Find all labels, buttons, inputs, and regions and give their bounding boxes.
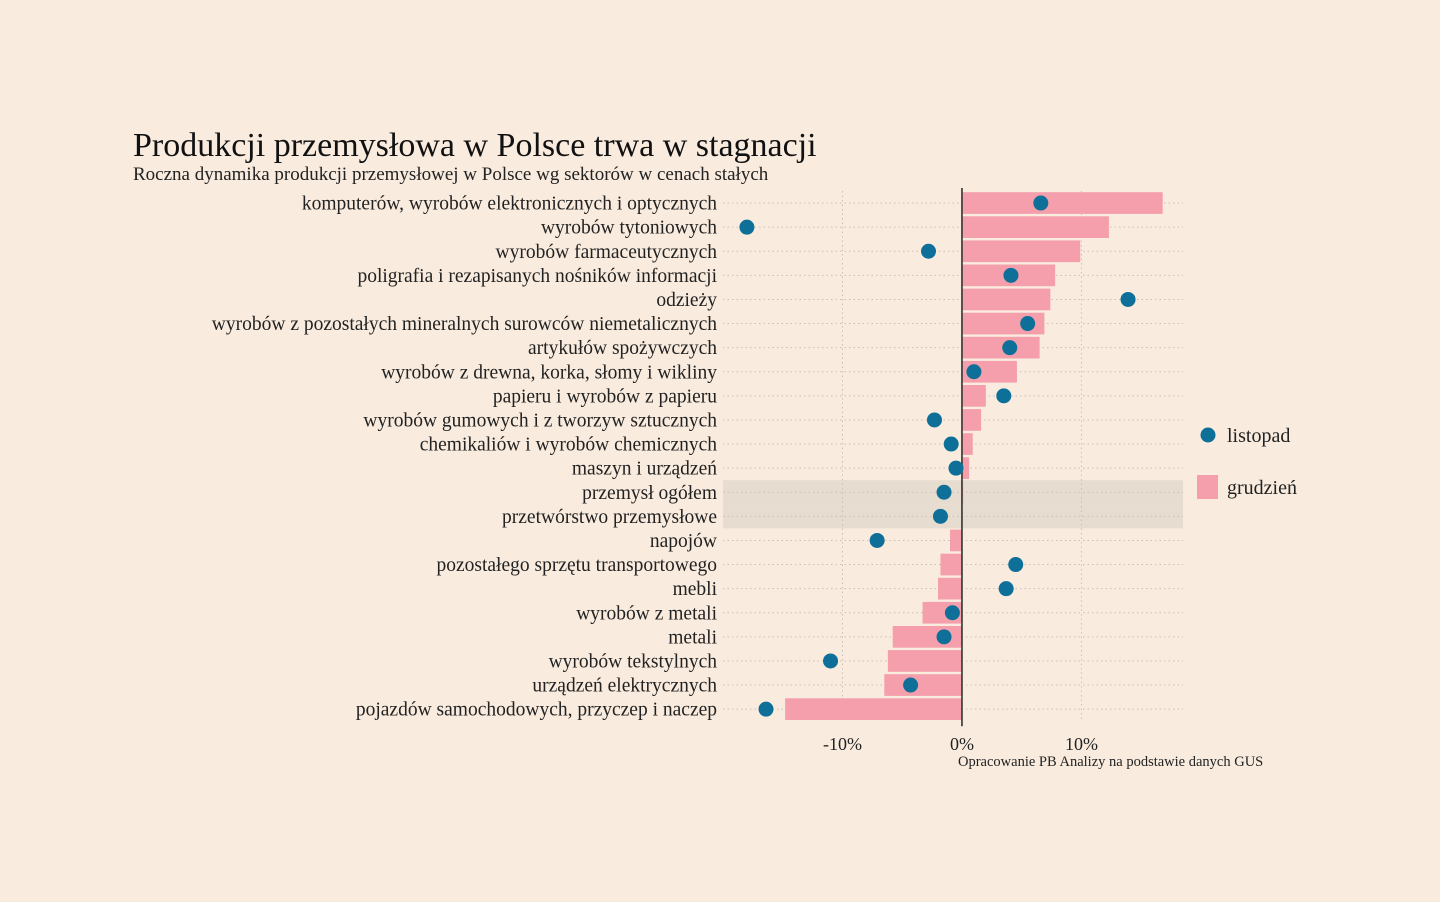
category-label: przemysł ogółem: [582, 483, 717, 504]
dot-listopad: [1033, 195, 1049, 211]
dot-listopad: [998, 581, 1014, 597]
dot-listopad: [936, 629, 952, 645]
dot-listopad: [921, 243, 937, 259]
category-label: odzieży: [656, 290, 717, 311]
bars: [785, 192, 1163, 720]
dot-listopad: [823, 653, 839, 669]
category-label: chemikaliów i wyrobów chemicznych: [420, 435, 718, 456]
dot-listopad: [1002, 340, 1018, 356]
dot-listopad: [966, 364, 982, 380]
category-label: wyrobów gumowych i z tworzyw sztucznych: [363, 410, 717, 431]
bar-grudzien: [961, 216, 1109, 238]
category-label: metali: [668, 627, 717, 648]
category-label: artykułów spożywczych: [528, 338, 717, 359]
x-tick-label: 0%: [950, 734, 974, 754]
chart-title: Produkcji przemysłowa w Polsce trwa w st…: [133, 127, 817, 164]
bar-grudzien: [887, 650, 962, 672]
dot-listopad: [1008, 557, 1024, 573]
category-label: papieru i wyrobów z papieru: [493, 386, 717, 407]
category-label: urządzeń elektrycznych: [532, 676, 717, 697]
bar-grudzien: [961, 433, 973, 455]
dot-listopad: [1003, 267, 1019, 283]
dot-listopad: [944, 605, 960, 621]
x-axis-ticks: -10% 0% 10%: [823, 734, 1098, 754]
x-tick-label: 10%: [1065, 734, 1098, 754]
dot-listopad: [758, 701, 774, 717]
dot-listopad: [948, 460, 964, 476]
bar-grudzien: [950, 529, 962, 552]
category-label: wyrobów z drewna, korka, słomy i wikliny: [381, 362, 717, 383]
legend-label-listopad: listopad: [1227, 425, 1290, 447]
dots: [739, 195, 1136, 717]
dot-listopad: [1020, 316, 1036, 332]
legend: listopad grudzień: [1197, 425, 1297, 499]
category-label: wyrobów z pozostałych mineralnych surowc…: [212, 314, 717, 335]
bar-grudzien: [785, 698, 962, 720]
category-label: wyrobów tekstylnych: [549, 651, 718, 672]
dot-listopad: [943, 436, 959, 452]
bar-grudzien: [961, 288, 1051, 311]
category-label: wyrobów z metali: [576, 603, 717, 624]
bar-grudzien: [884, 674, 962, 696]
dot-listopad: [926, 412, 942, 428]
bar-grudzien: [961, 385, 986, 407]
category-label: wyrobów farmaceutycznych: [496, 242, 718, 263]
category-label: pojazdów samochodowych, przyczep i nacze…: [356, 700, 717, 721]
bar-grudzien: [892, 626, 962, 648]
dot-listopad: [996, 388, 1012, 404]
category-label: pozostałego sprzętu transportowego: [436, 555, 717, 576]
bar-grudzien: [961, 192, 1163, 214]
bar-grudzien: [961, 240, 1081, 263]
legend-marker-grudzien: [1197, 475, 1218, 499]
bar-grudzien: [940, 553, 962, 576]
dot-listopad: [932, 508, 948, 524]
bar-grudzien: [961, 336, 1040, 359]
category-label: wyrobów tytoniowych: [541, 218, 717, 239]
legend-label-grudzien: grudzień: [1227, 477, 1297, 499]
chart-subtitle: Roczna dynamika produkcji przemysłowej w…: [133, 164, 769, 185]
bar-grudzien: [938, 577, 962, 600]
category-label: poligrafia i rezapisanych nośników infor…: [357, 266, 717, 287]
legend-marker-listopad: [1200, 427, 1216, 443]
category-label: napojów: [650, 531, 717, 552]
highlight-layer: [723, 480, 1183, 529]
dot-listopad: [869, 532, 885, 548]
category-label: maszyn i urządzeń: [572, 459, 717, 480]
dot-listopad: [903, 677, 919, 693]
category-label: przetwórstwo przemysłowe: [502, 507, 717, 528]
bar-grudzien: [961, 409, 982, 431]
source-note: Opracowanie PB Analizy na podstawie dany…: [958, 754, 1263, 770]
dot-listopad: [936, 484, 952, 500]
category-labels: komputerów, wyrobów elektronicznych i op…: [212, 194, 718, 721]
category-label: komputerów, wyrobów elektronicznych i op…: [302, 194, 717, 215]
x-tick-label: -10%: [823, 734, 862, 754]
category-label: mebli: [673, 579, 718, 600]
dot-listopad: [739, 219, 755, 235]
dot-listopad: [1120, 291, 1136, 307]
gridlines: [723, 191, 1183, 722]
bar-grudzien: [961, 457, 970, 479]
